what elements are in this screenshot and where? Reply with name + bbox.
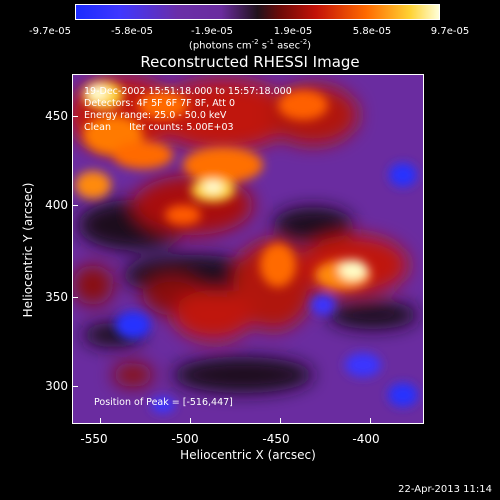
- info-detectors: Detectors: 4F 5F 6F 7F 8F, Att 0: [84, 98, 236, 109]
- colorbar-tick: -9.7e-05: [29, 26, 71, 37]
- units-part: asec: [274, 40, 301, 52]
- colorbar-tick: -1.9e-05: [191, 26, 233, 37]
- timestamp: 22-Apr-2013 11:14: [398, 484, 492, 495]
- units-exp: -2: [300, 38, 308, 46]
- peak-position: Position of Peak = [-516,447]: [94, 397, 233, 408]
- y-tick-label: 450: [45, 109, 68, 123]
- info-clean-iter: Clean Iter counts: 5.00E+03: [84, 122, 234, 133]
- x-tickmark: [190, 418, 191, 424]
- y-tickmark: [72, 205, 78, 206]
- rhessi-image: [72, 74, 424, 424]
- units-part: ): [307, 40, 312, 52]
- x-tick-label: -500: [171, 432, 199, 446]
- colorbar-units: (photons cm-2 s-1 asec-2): [0, 38, 500, 51]
- colorbar-gradient: [76, 5, 439, 19]
- colorbar-tick: 9.7e-05: [430, 26, 470, 37]
- info-energy-range: Energy range: 25.0 - 50.0 keV: [84, 110, 227, 121]
- y-tick-label: 300: [45, 379, 68, 393]
- y-tickmark: [72, 116, 78, 117]
- units-part: (photons cm: [188, 40, 252, 52]
- units-exp: -2: [251, 38, 259, 46]
- y-tickmark: [72, 386, 78, 387]
- image-canvas: [73, 75, 423, 423]
- x-axis-title: Heliocentric X (arcsec): [180, 448, 316, 462]
- info-time-range: 19-Dec-2002 15:51:18.000 to 15:57:18.000: [84, 86, 292, 97]
- units-exp: -1: [267, 38, 274, 46]
- x-tick-label: -400: [352, 432, 380, 446]
- colorbar-tick: 1.9e-05: [273, 26, 313, 37]
- units-part: s: [258, 40, 268, 52]
- x-tickmark: [100, 418, 101, 424]
- y-tick-label: 400: [45, 198, 68, 212]
- x-tick-label: -550: [80, 432, 108, 446]
- x-tickmark: [370, 418, 371, 424]
- y-axis-title: Heliocentric Y (arcsec): [21, 182, 35, 318]
- colorbar-tick: 5.8e-05: [352, 26, 392, 37]
- x-tickmark: [280, 418, 281, 424]
- observation-info: 19-Dec-2002 15:51:18.000 to 15:57:18.000…: [84, 86, 292, 134]
- x-tick-label: -450: [262, 432, 290, 446]
- y-tickmark: [72, 297, 78, 298]
- colorbar-tick: -5.8e-05: [111, 26, 153, 37]
- image-title: Reconstructed RHESSI Image: [140, 53, 360, 71]
- y-tick-label: 350: [45, 290, 68, 304]
- colorbar: [75, 4, 440, 20]
